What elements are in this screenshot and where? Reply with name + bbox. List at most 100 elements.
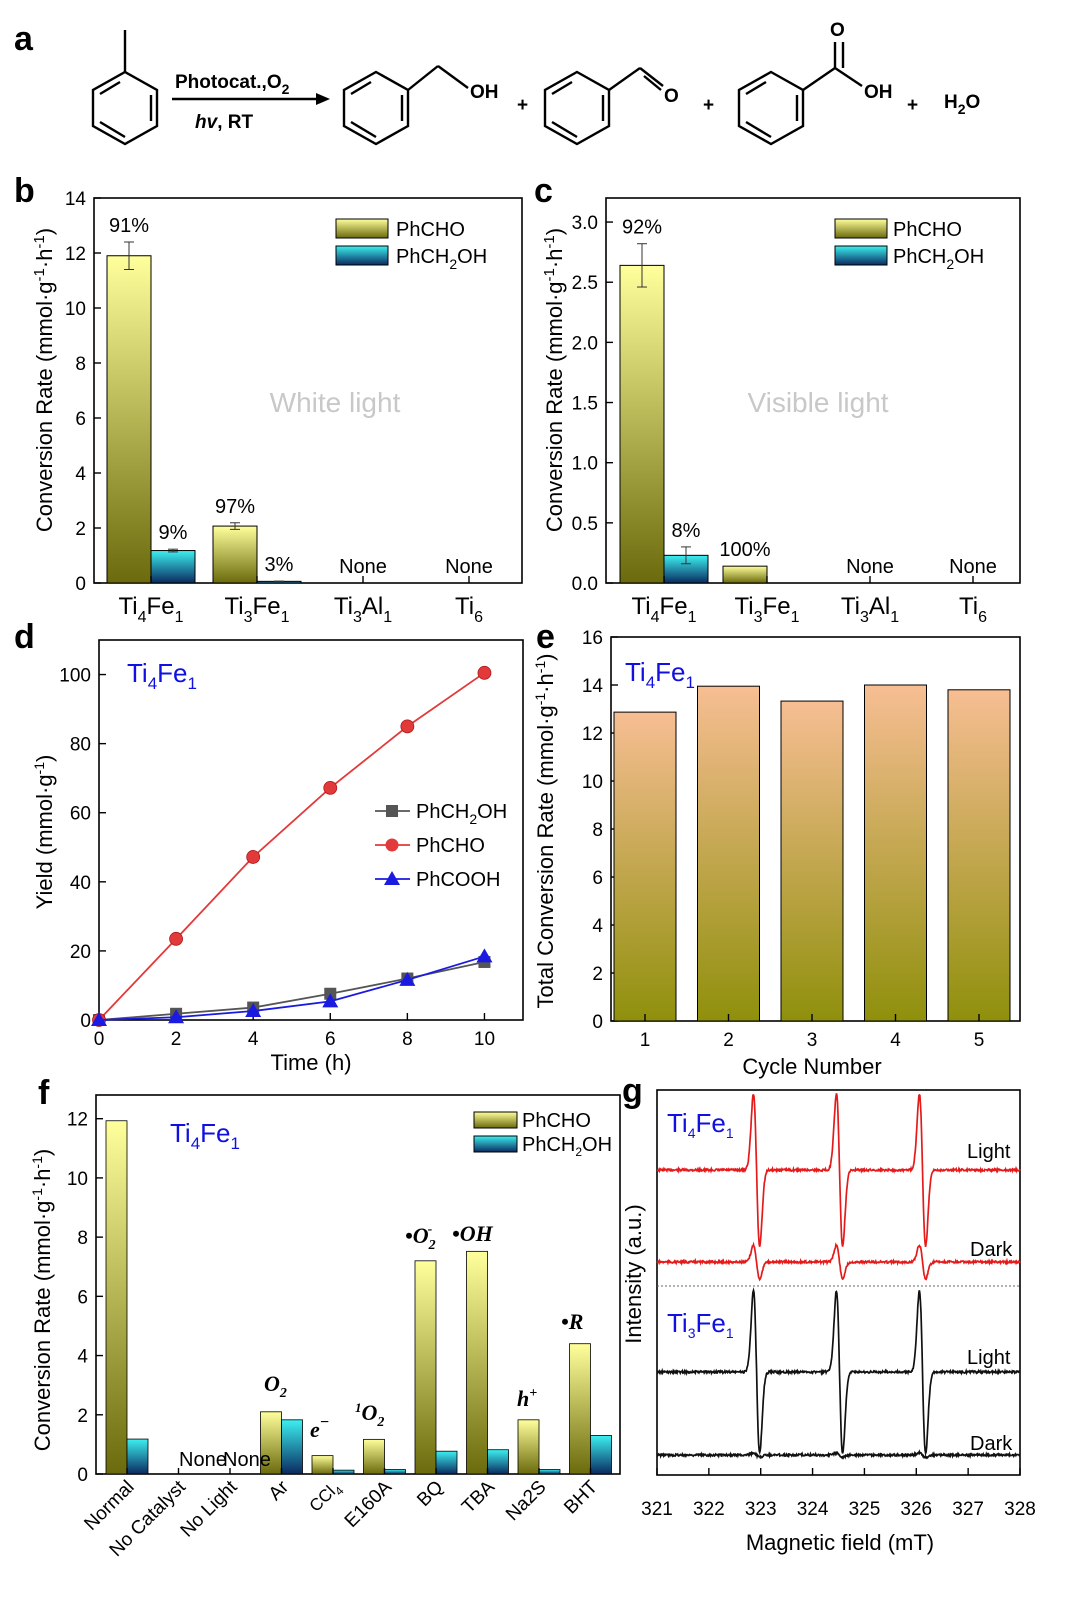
acid-oh-label: OH — [864, 82, 893, 103]
data-point-phcho — [246, 850, 261, 864]
legend-marker-phcooh-d — [384, 871, 400, 885]
ytick-label: 20 — [70, 942, 91, 963]
reaction-arrow-head — [316, 93, 330, 105]
ytick-label: 2.0 — [572, 333, 598, 354]
legend-swatch-phch2oh-b — [335, 245, 389, 266]
panel-label-g: g — [622, 1072, 643, 1110]
ylabel-c: Conversion Rate (mmol·g-1·h-1) — [541, 228, 567, 532]
legend-label-phcho-b: PhCHO — [396, 219, 465, 241]
legend-marker-phcho-d — [385, 838, 399, 852]
bars-b: 91% 9% 97% 3% None None — [106, 215, 493, 584]
series-d — [91, 665, 493, 1027]
bar-cycle — [697, 685, 760, 1022]
axes-frame-g — [656, 1089, 1021, 1476]
plus-sign-3: + — [907, 95, 918, 116]
legend-label-phcho-f: PhCHO — [522, 1110, 591, 1132]
bar-cycle — [947, 689, 1011, 1022]
legend-marker-phch2oh-d — [386, 805, 398, 817]
legend-label-phch2oh-d: PhCH2OH — [416, 801, 507, 827]
xtick-label: Ti3Fe1 — [735, 593, 800, 626]
xtick-label: Ti3Al1 — [841, 593, 899, 626]
yticks-d: 0 20 40 60 80 100 — [59, 666, 106, 1032]
ytick-label: 1.0 — [572, 454, 598, 475]
scavenger-label-bq: •O2- — [405, 1222, 436, 1253]
panel-label-a: a — [14, 20, 34, 58]
ytick-label: 8 — [592, 820, 603, 841]
xtick-label: BQ — [413, 1477, 447, 1511]
epr-traces-g — [656, 1093, 1021, 1460]
series-line-phcooh — [98, 955, 485, 1021]
trace-label-ti3fe1-dark: Dark — [970, 1433, 1013, 1455]
ytick-label: 8 — [77, 1228, 88, 1249]
bar-cycle — [864, 684, 927, 1022]
ytick-label: 0.5 — [572, 514, 598, 535]
bar-data-label: 92% — [622, 217, 662, 239]
ytick-label: 4 — [592, 916, 603, 937]
scavenger-label-ccl4: e− — [310, 1414, 329, 1442]
xlabel-g: Magnetic field (mT) — [746, 1530, 934, 1555]
trace-label-ti4fe1-dark: Dark — [970, 1239, 1013, 1261]
panel-label-c: c — [534, 172, 553, 210]
bar-phch2oh — [487, 1449, 509, 1475]
bar-data-label: 100% — [719, 539, 770, 561]
data-point-phcooh — [476, 948, 493, 963]
bar-phcho — [517, 1419, 540, 1475]
data-point-phcooh — [91, 1012, 107, 1026]
xtick-label: Ti4Fe1 — [119, 593, 184, 626]
ytick-label: 12 — [65, 244, 86, 265]
bar-phcho — [363, 1438, 385, 1475]
legend-b: PhCHO PhCH2OH — [335, 218, 487, 272]
bar-phcho — [105, 1120, 128, 1475]
panel-a: a Photocat.,O2 hv, RT OH + — [14, 20, 980, 146]
data-point-phcooh — [168, 1009, 185, 1024]
scavenger-label-e160a: 1O2 — [355, 1400, 384, 1430]
epr-trace-ti4fe1-dark — [656, 1241, 1021, 1282]
data-point-phcooh — [245, 1003, 262, 1018]
water-label: H2O — [944, 92, 980, 117]
legend-d: PhCH2OH PhCHO PhCOOH — [375, 801, 507, 891]
legend-swatch-phch2oh-f — [473, 1135, 518, 1153]
xticks-e: 1 2 3 4 5 — [640, 1014, 984, 1051]
ytick-label: 12 — [582, 724, 603, 745]
xtick-label: 328 — [1004, 1499, 1036, 1520]
xtick-label: 321 — [641, 1499, 673, 1520]
legend-swatch-phcho-f — [473, 1111, 518, 1129]
axes-frame-f — [95, 1094, 621, 1475]
bar-data-label: None — [339, 556, 387, 578]
bars-f — [105, 1120, 612, 1475]
xticks-g: 321 322 323 324 325 326 327 328 — [641, 1468, 1036, 1520]
ytick-label: 0 — [77, 1465, 88, 1486]
epr-trace-ti4fe1-light — [656, 1093, 1021, 1248]
xtick-label: 2 — [171, 1029, 182, 1050]
title-d: Ti4Fe1 — [127, 658, 197, 693]
bar-phcho — [569, 1343, 591, 1475]
trace-label-ti3fe1-light: Light — [967, 1347, 1011, 1369]
panel-c: c Conversion Rate (mmol·g-1·h-1) 0.0 0.5 1… — [534, 172, 1021, 626]
ytick-label: 14 — [65, 189, 87, 210]
bar-data-label: 9% — [159, 522, 188, 544]
legend-label-phch2oh-c: PhCH2OH — [893, 246, 984, 272]
bar-phcho — [722, 565, 768, 584]
ytick-label: 14 — [582, 676, 604, 697]
data-point-phcho — [169, 931, 183, 946]
benzyl-alcohol-structure — [342, 65, 469, 146]
benzaldehyde-structure — [543, 67, 664, 146]
none-label-no-catalyst: None — [179, 1449, 227, 1471]
trace-label-ti4fe1-light: Light — [967, 1141, 1011, 1163]
ytick-label: 12 — [67, 1110, 88, 1131]
ytick-label: 0.0 — [572, 574, 598, 595]
scavenger-label-ar: O2 — [264, 1371, 287, 1401]
xticks-b: Ti4Fe1 Ti3Fe1 Ti3Al1 Ti6 — [119, 576, 483, 626]
xticks-c: Ti4Fe1 Ti3Fe1 Ti3Al1 Ti6 — [632, 576, 987, 626]
bar-phcho — [466, 1250, 488, 1475]
bar-data-label: 97% — [215, 496, 255, 518]
yticks-c: 0.0 0.5 1.0 1.5 2.0 2.5 3.0 — [572, 213, 613, 595]
bar-phcho — [619, 264, 665, 584]
ytick-label: 6 — [75, 409, 86, 430]
bars-c: 92% 8% 100% None None — [619, 217, 997, 584]
ytick-label: 1.5 — [572, 394, 598, 415]
xtick-label: 0 — [94, 1029, 105, 1050]
yticks-f: 0 2 4 6 8 10 12 — [67, 1110, 103, 1486]
ytick-label: 40 — [70, 873, 91, 894]
